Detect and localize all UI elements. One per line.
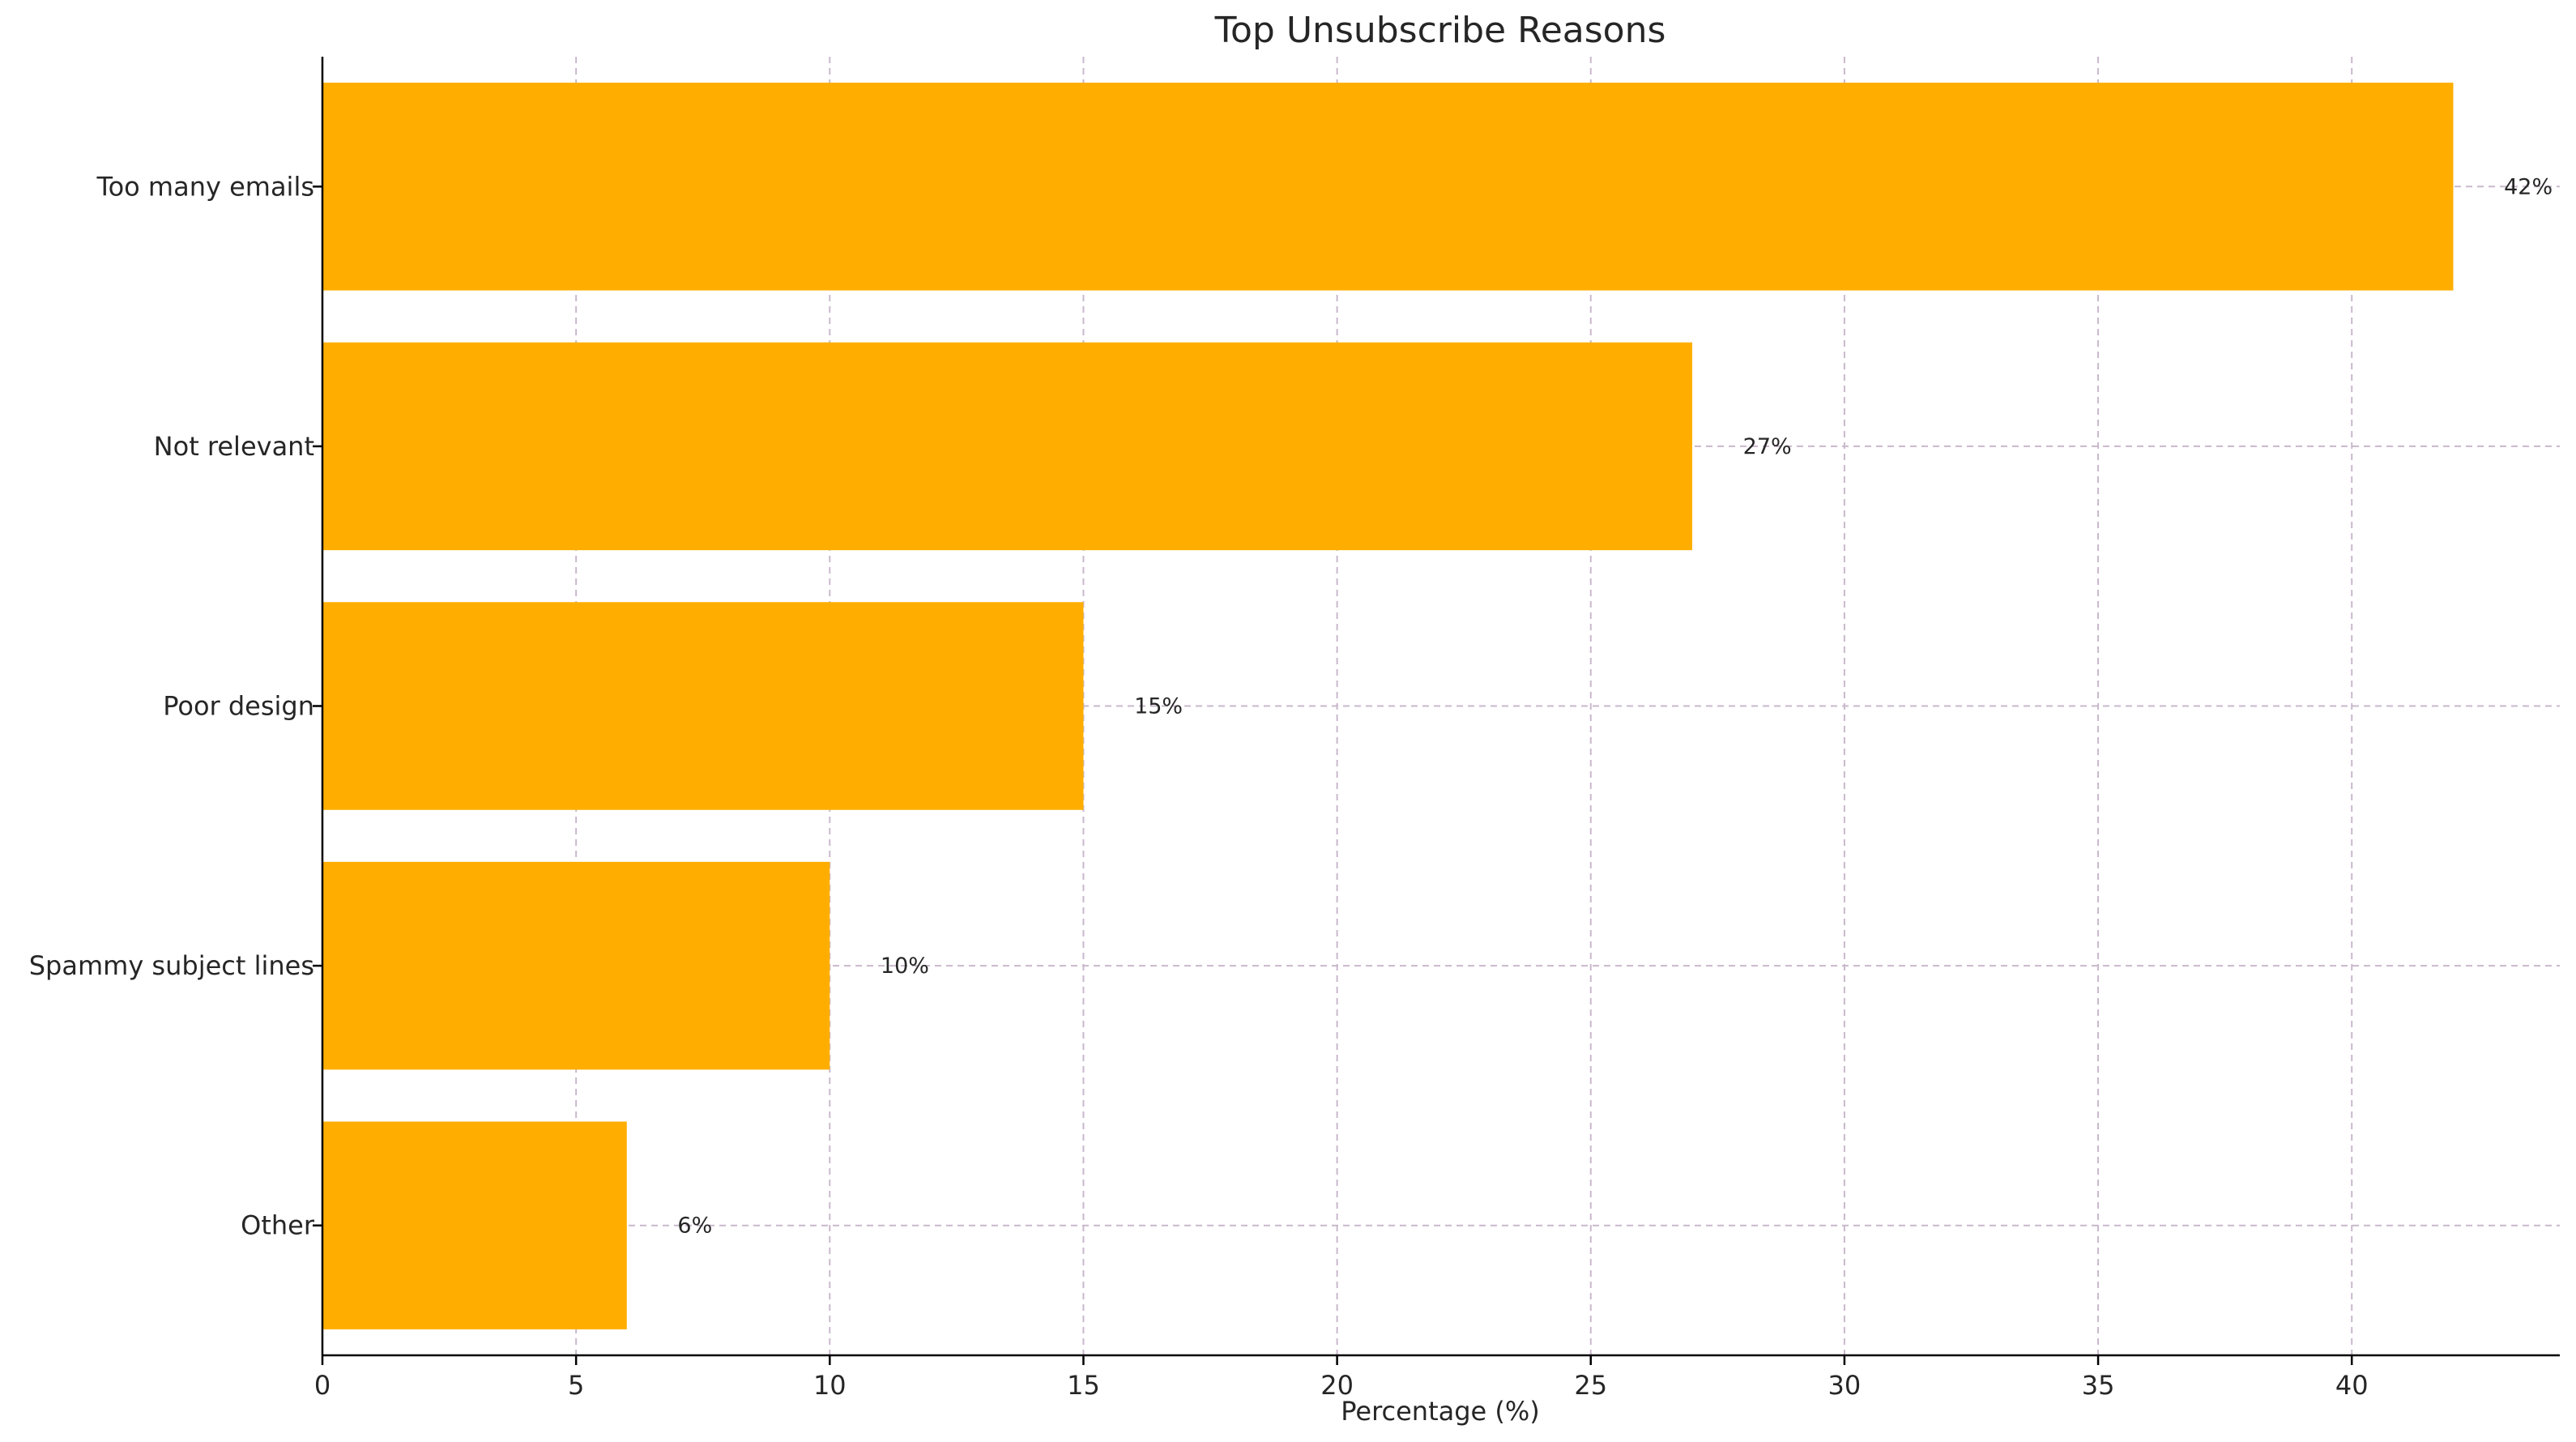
bar-value-label: 27% (1743, 434, 1792, 459)
x-tick-label: 20 (1320, 1370, 1354, 1401)
x-ticks: 0 5 10 15 20 25 30 35 40 (314, 1355, 2369, 1401)
y-ticks: Too many emails Not relevant Poor design Sp… (29, 171, 322, 1241)
bar (322, 1121, 627, 1329)
data-labels: 42% 27% 15% 10% 6% (677, 174, 2553, 1238)
x-tick-label: 35 (2082, 1370, 2115, 1401)
x-tick-label: 0 (314, 1370, 331, 1401)
chart-title: Top Unsubscribe Reasons (1214, 10, 1666, 51)
bars (322, 83, 2454, 1329)
x-tick-label: 30 (1828, 1370, 1862, 1401)
bar-value-label: 15% (1134, 694, 1183, 719)
bar (322, 861, 830, 1070)
x-tick-label: 40 (2335, 1370, 2369, 1401)
x-tick-label: 10 (813, 1370, 847, 1401)
bar-value-label: 6% (677, 1214, 712, 1239)
y-tick-label: Too many emails (96, 171, 314, 202)
x-tick-label: 15 (1067, 1370, 1100, 1401)
bar (322, 83, 2454, 291)
y-tick-label: Spammy subject lines (29, 950, 314, 981)
bar-value-label: 42% (2504, 174, 2553, 199)
x-axis-title: Percentage (%) (1341, 1396, 1540, 1427)
y-tick-label: Not relevant (154, 431, 314, 462)
y-tick-label: Other (241, 1210, 315, 1241)
bar (322, 602, 1084, 810)
y-tick-label: Poor design (163, 691, 314, 722)
bar (322, 342, 1693, 551)
bar-value-label: 10% (881, 954, 929, 979)
x-tick-label: 25 (1574, 1370, 1607, 1401)
x-tick-label: 5 (568, 1370, 584, 1401)
